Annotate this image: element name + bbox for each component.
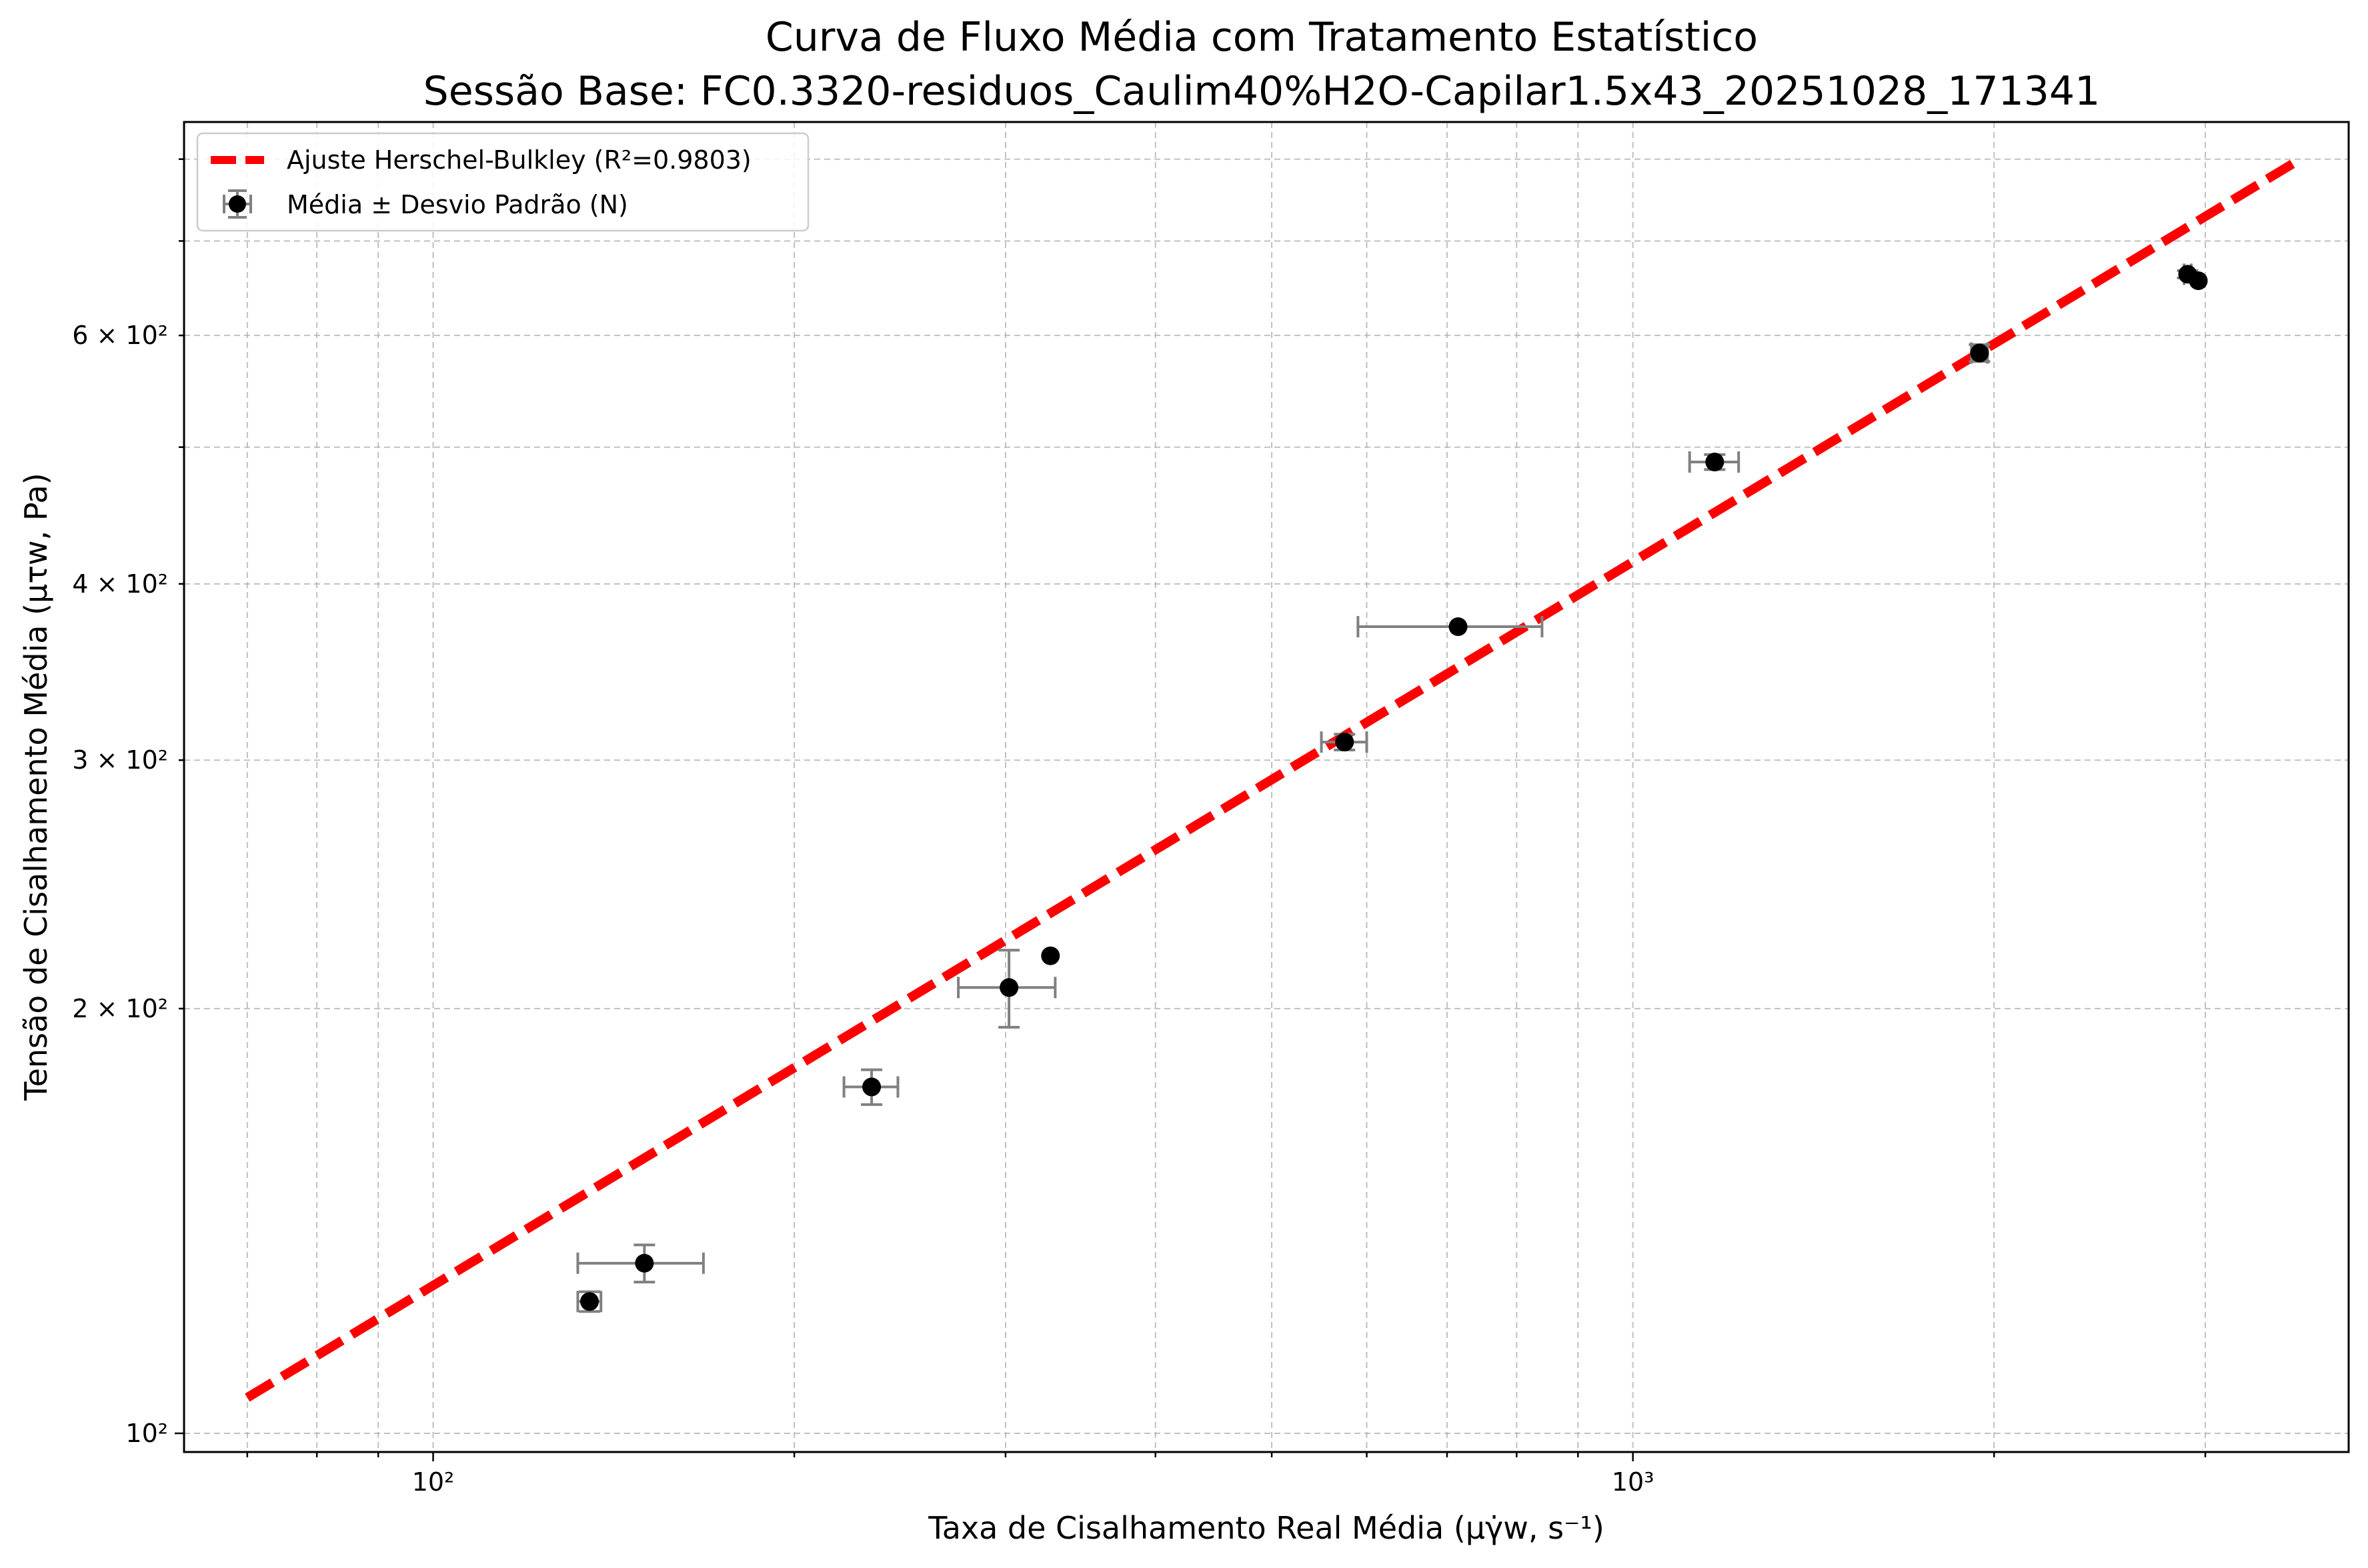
axis-ticks: 10² 10³ 10² 2 × 10² 3 × 10² 4 × 10² 6 × 10² — [72, 158, 2207, 1497]
x-axis-label: Taxa de Cisalhamento Real Média (μγ̇w, s… — [928, 1510, 1604, 1546]
data-points-layer — [576, 263, 2208, 1313]
data-point-marker — [1335, 733, 1354, 752]
data-point — [1356, 616, 1544, 638]
x-tick-label: 10³ — [1612, 1467, 1654, 1497]
legend-points-label: Média ± Desvio Padrão (N) — [287, 190, 628, 219]
data-point — [957, 949, 1057, 1029]
legend-box — [196, 132, 810, 232]
x-tick-label: 10² — [412, 1467, 455, 1497]
data-point — [576, 1243, 705, 1284]
data-point — [1969, 342, 1991, 364]
data-point-marker — [635, 1253, 654, 1273]
y-tick-label: 10² — [125, 1419, 168, 1448]
data-point-marker — [862, 1077, 882, 1097]
legend-fit-label: Ajuste Herschel-Bulkley (R²=0.9803) — [287, 145, 752, 175]
y-axis-label: Tensão de Cisalhamento Média (μτw, Pa) — [18, 473, 54, 1101]
grid-lines — [184, 122, 2349, 1452]
data-point — [1041, 946, 1060, 965]
data-point-marker — [1041, 946, 1060, 965]
herschel-bulkley-fit-line — [245, 155, 2303, 1402]
chart-title: Curva de Fluxo Média com Tratamento Esta… — [766, 14, 1758, 61]
y-tick-label: 3 × 10² — [72, 745, 168, 775]
data-point — [1320, 731, 1368, 753]
data-point-marker — [1448, 617, 1468, 637]
data-point-marker — [1970, 343, 1989, 363]
y-tick-label: 4 × 10² — [72, 569, 168, 599]
data-point-marker — [1000, 978, 1019, 997]
data-point — [2189, 271, 2208, 291]
data-point-marker — [580, 1292, 600, 1311]
y-tick-label: 6 × 10² — [72, 321, 168, 350]
data-point — [1688, 451, 1740, 473]
data-point-marker — [1705, 453, 1724, 472]
y-tick-label: 2 × 10² — [72, 994, 168, 1023]
chart-subtitle: Sessão Base: FC0.3320-residuos_Caulim40%… — [423, 68, 2101, 115]
data-point-marker — [2189, 271, 2208, 291]
plot-area-frame — [183, 121, 2350, 1453]
legend-points-swatch — [223, 189, 252, 219]
data-point — [576, 1290, 603, 1313]
fit-line-layer — [245, 155, 2303, 1402]
data-point — [842, 1068, 900, 1106]
legend: Ajuste Herschel-Bulkley (R²=0.9803) Médi… — [196, 132, 810, 232]
